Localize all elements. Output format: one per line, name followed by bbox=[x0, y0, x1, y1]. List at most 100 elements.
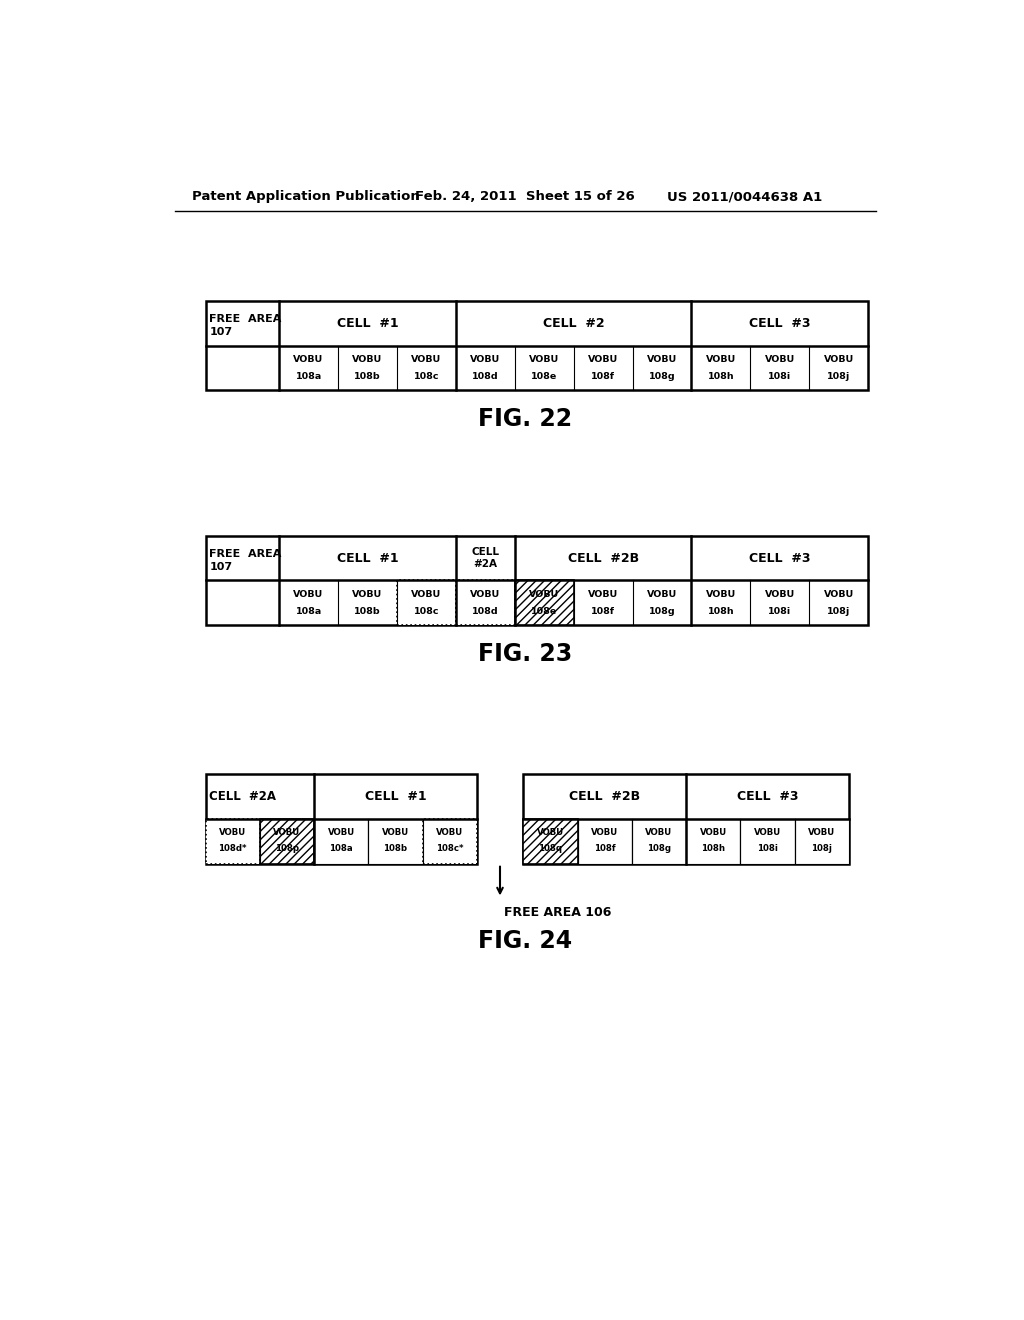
Text: VOBU: VOBU bbox=[699, 828, 727, 837]
Bar bbox=[314, 818, 369, 863]
Text: VOBU: VOBU bbox=[823, 355, 854, 364]
Bar bbox=[369, 818, 423, 863]
Text: 108i: 108i bbox=[768, 607, 792, 615]
Text: 108j: 108j bbox=[811, 843, 833, 853]
Text: 108q: 108q bbox=[539, 843, 562, 853]
Text: VOBU: VOBU bbox=[647, 590, 677, 599]
Text: VOBU: VOBU bbox=[273, 828, 300, 837]
Text: VOBU: VOBU bbox=[588, 590, 618, 599]
Text: FIG. 23: FIG. 23 bbox=[477, 643, 572, 667]
Bar bbox=[523, 775, 849, 863]
Text: Patent Application Publication: Patent Application Publication bbox=[193, 190, 420, 203]
Text: FIG. 24: FIG. 24 bbox=[478, 929, 571, 953]
Bar bbox=[515, 581, 573, 626]
Bar bbox=[423, 818, 477, 863]
Bar bbox=[206, 775, 477, 863]
Text: 107: 107 bbox=[209, 327, 232, 338]
Text: Feb. 24, 2011  Sheet 15 of 26: Feb. 24, 2011 Sheet 15 of 26 bbox=[415, 190, 635, 203]
Text: VOBU: VOBU bbox=[352, 355, 383, 364]
Text: 108d: 108d bbox=[472, 607, 499, 615]
Text: 108f: 108f bbox=[594, 843, 615, 853]
Text: FREE AREA 106: FREE AREA 106 bbox=[504, 906, 611, 919]
Text: 108i: 108i bbox=[757, 843, 778, 853]
Text: VOBU: VOBU bbox=[412, 355, 441, 364]
Text: 108i: 108i bbox=[768, 372, 792, 380]
Bar bbox=[260, 818, 314, 863]
Text: VOBU: VOBU bbox=[537, 828, 564, 837]
Text: CELL  #1: CELL #1 bbox=[337, 317, 398, 330]
Text: VOBU: VOBU bbox=[754, 828, 781, 837]
Text: 108g: 108g bbox=[648, 607, 675, 615]
Text: 108f: 108f bbox=[591, 372, 615, 380]
Text: VOBU: VOBU bbox=[412, 590, 441, 599]
Bar bbox=[397, 581, 456, 626]
Text: CELL  #2A: CELL #2A bbox=[209, 791, 275, 804]
Text: 108a: 108a bbox=[296, 607, 322, 615]
Text: VOBU: VOBU bbox=[765, 590, 795, 599]
Text: 108d*: 108d* bbox=[218, 843, 247, 853]
Text: VOBU: VOBU bbox=[706, 355, 736, 364]
Text: FREE  AREA: FREE AREA bbox=[209, 314, 282, 325]
Text: 108f: 108f bbox=[591, 607, 615, 615]
Text: 108a: 108a bbox=[330, 843, 353, 853]
Bar bbox=[632, 818, 686, 863]
Text: CELL  #2B: CELL #2B bbox=[567, 552, 639, 565]
Text: 108d: 108d bbox=[472, 372, 499, 380]
Text: 108a: 108a bbox=[296, 372, 322, 380]
Bar bbox=[456, 581, 515, 626]
Text: CELL  #1: CELL #1 bbox=[365, 791, 426, 804]
Text: 108c*: 108c* bbox=[436, 843, 464, 853]
Text: 108c: 108c bbox=[414, 372, 439, 380]
Text: FREE  AREA: FREE AREA bbox=[209, 549, 282, 560]
Text: 108b: 108b bbox=[354, 607, 381, 615]
Text: VOBU: VOBU bbox=[823, 590, 854, 599]
Bar bbox=[686, 818, 740, 863]
Text: VOBU: VOBU bbox=[588, 355, 618, 364]
Bar bbox=[523, 818, 578, 863]
Text: VOBU: VOBU bbox=[591, 828, 618, 837]
Text: CELL
#2A: CELL #2A bbox=[471, 548, 500, 569]
Text: 108h: 108h bbox=[708, 607, 734, 615]
Text: VOBU: VOBU bbox=[470, 355, 501, 364]
Text: VOBU: VOBU bbox=[529, 590, 559, 599]
Text: 108b: 108b bbox=[354, 372, 381, 380]
Text: 108c: 108c bbox=[414, 607, 439, 615]
Text: CELL  #2B: CELL #2B bbox=[569, 791, 640, 804]
Bar bbox=[206, 818, 260, 863]
Text: 108p: 108p bbox=[274, 843, 299, 853]
Text: 108g: 108g bbox=[648, 372, 675, 380]
Text: CELL  #3: CELL #3 bbox=[749, 317, 811, 330]
Text: FIG. 22: FIG. 22 bbox=[478, 408, 571, 432]
Text: 108e: 108e bbox=[531, 607, 557, 615]
Text: 107: 107 bbox=[209, 562, 232, 573]
Text: VOBU: VOBU bbox=[645, 828, 673, 837]
Text: VOBU: VOBU bbox=[328, 828, 354, 837]
Bar bbox=[795, 818, 849, 863]
Bar bbox=[206, 536, 868, 626]
Text: VOBU: VOBU bbox=[294, 355, 324, 364]
Text: 108j: 108j bbox=[827, 372, 850, 380]
Text: VOBU: VOBU bbox=[382, 828, 409, 837]
Text: 108h: 108h bbox=[708, 372, 734, 380]
Text: VOBU: VOBU bbox=[219, 828, 246, 837]
Bar bbox=[578, 818, 632, 863]
Text: US 2011/0044638 A1: US 2011/0044638 A1 bbox=[667, 190, 822, 203]
Text: VOBU: VOBU bbox=[647, 355, 677, 364]
Text: VOBU: VOBU bbox=[470, 590, 501, 599]
Text: VOBU: VOBU bbox=[706, 590, 736, 599]
Text: VOBU: VOBU bbox=[436, 828, 463, 837]
Text: VOBU: VOBU bbox=[294, 590, 324, 599]
Text: 108g: 108g bbox=[647, 843, 671, 853]
Text: CELL  #3: CELL #3 bbox=[749, 552, 811, 565]
Text: 108h: 108h bbox=[701, 843, 725, 853]
Text: 108b: 108b bbox=[383, 843, 408, 853]
Text: CELL  #1: CELL #1 bbox=[337, 552, 398, 565]
Text: CELL  #3: CELL #3 bbox=[736, 791, 798, 804]
Text: CELL  #2: CELL #2 bbox=[543, 317, 604, 330]
Text: VOBU: VOBU bbox=[352, 590, 383, 599]
Text: VOBU: VOBU bbox=[765, 355, 795, 364]
Text: 108e: 108e bbox=[531, 372, 557, 380]
Bar bbox=[740, 818, 795, 863]
Text: VOBU: VOBU bbox=[529, 355, 559, 364]
Text: VOBU: VOBU bbox=[808, 828, 836, 837]
